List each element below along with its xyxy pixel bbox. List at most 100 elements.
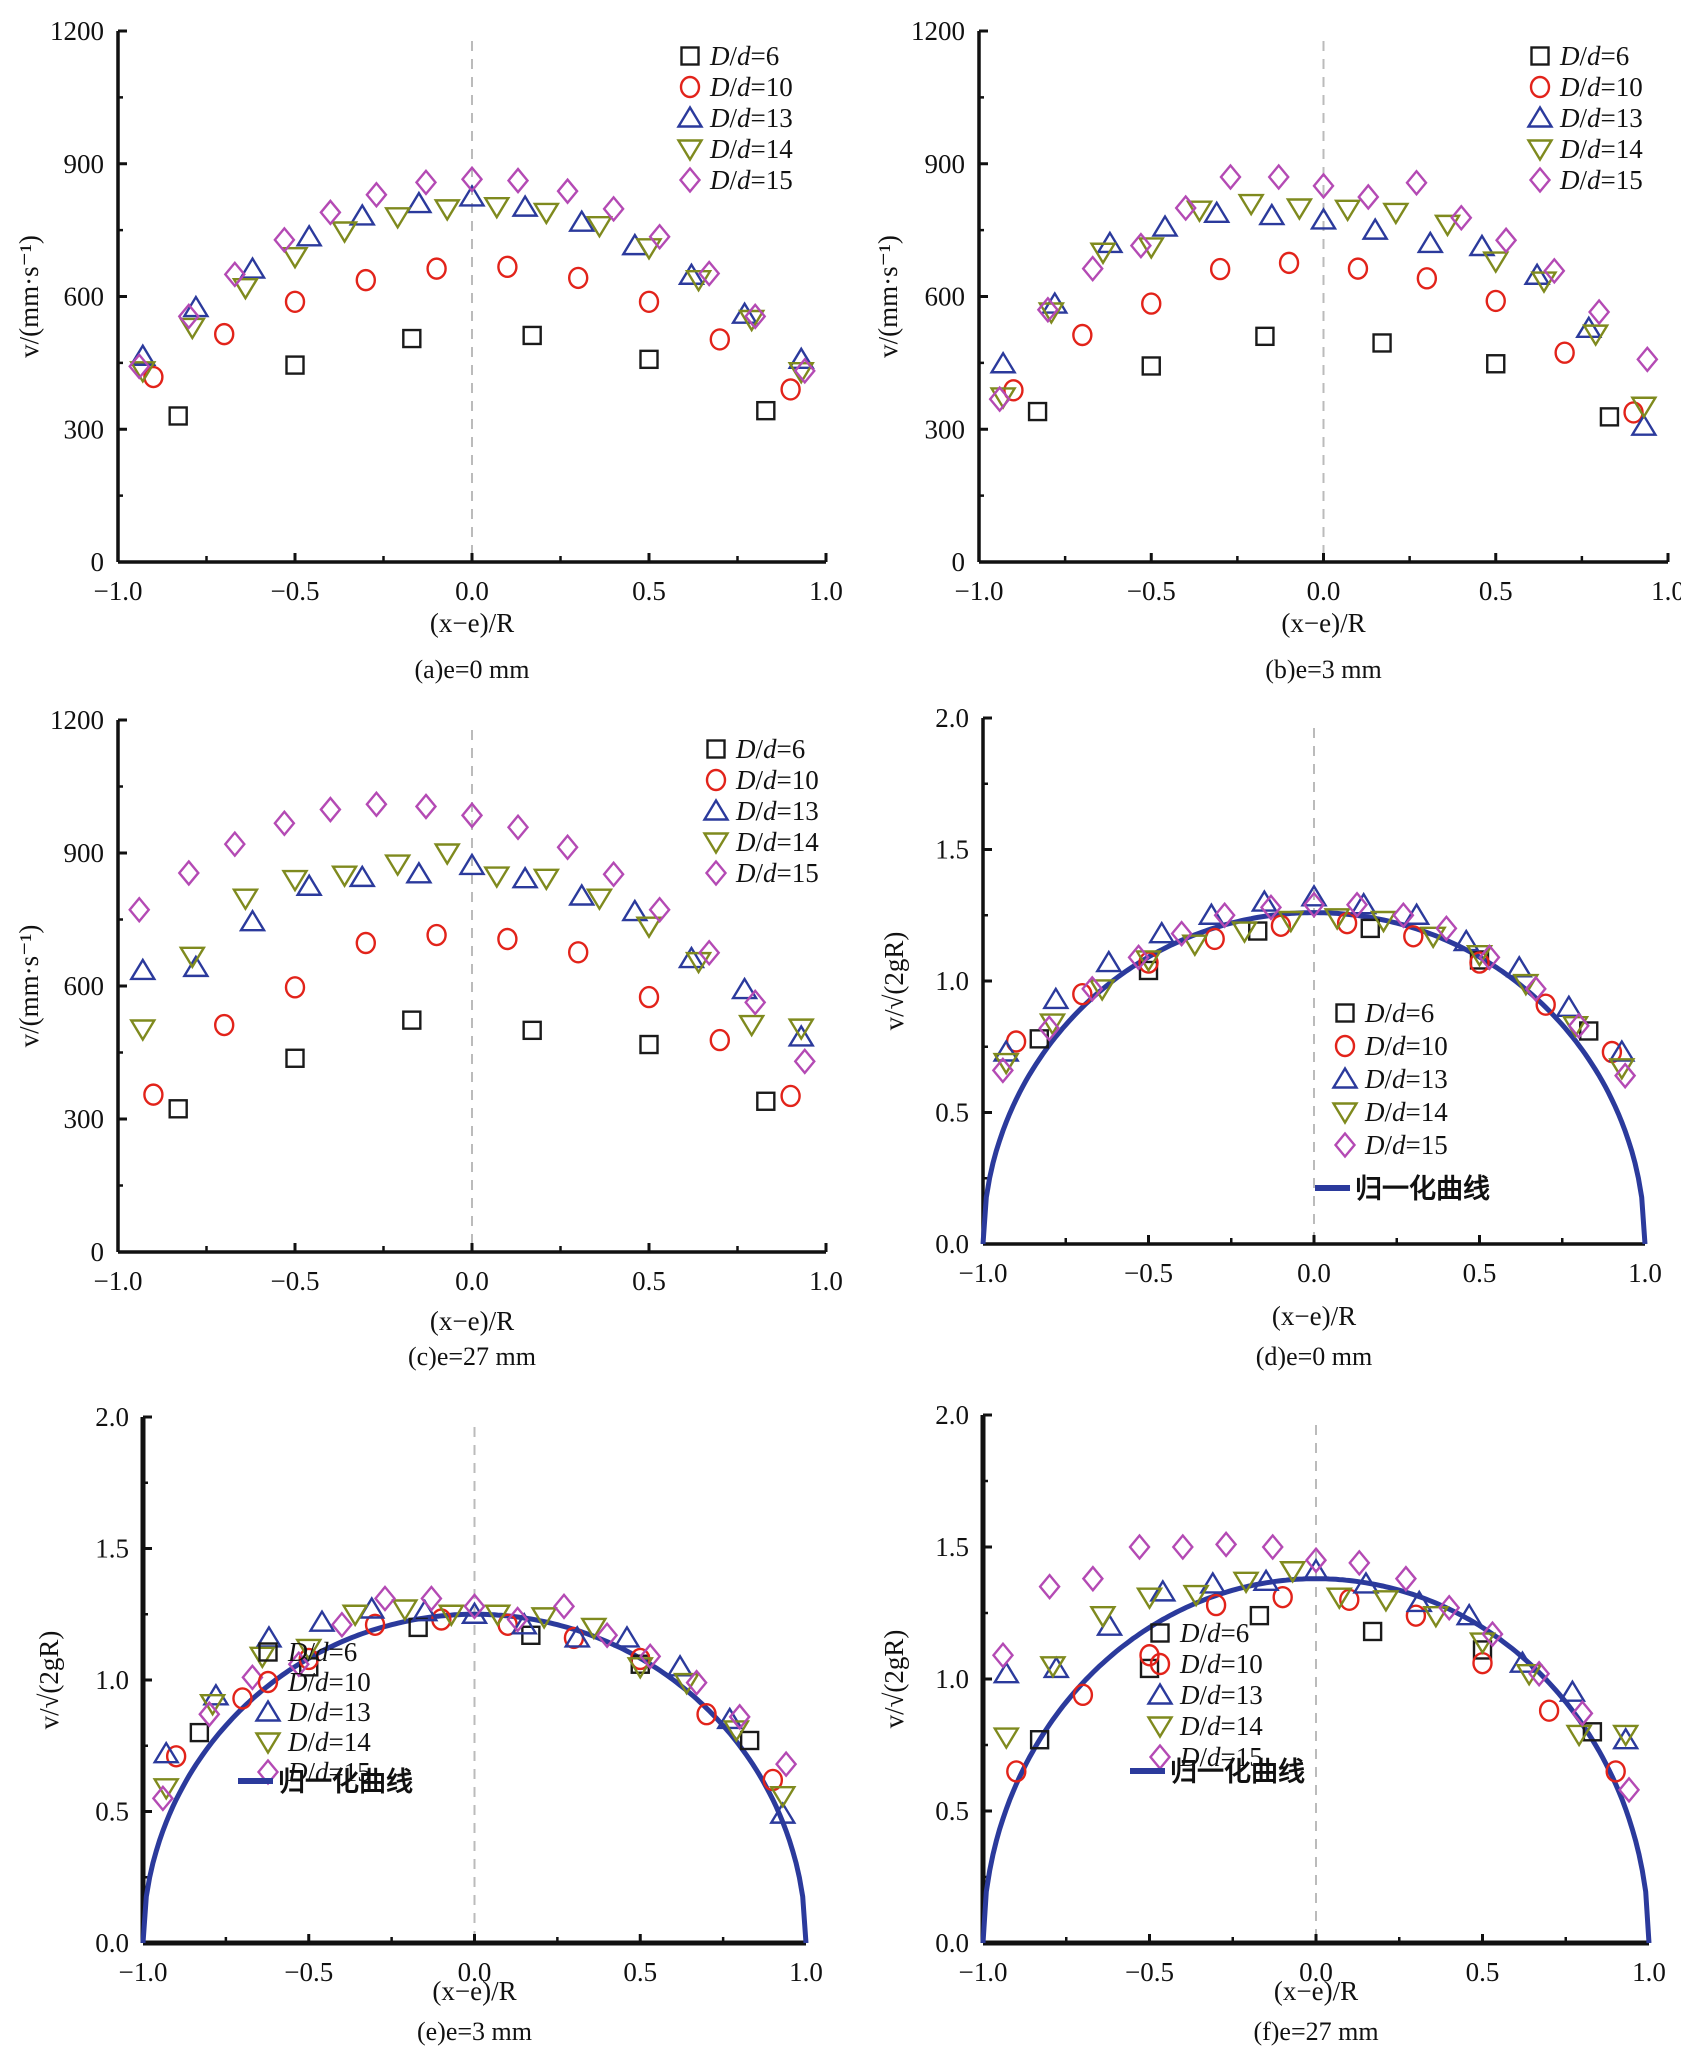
legend-marker [258, 1642, 278, 1662]
series-dd-10 [1003, 251, 1644, 424]
data-point [1081, 1565, 1104, 1593]
data-point [1360, 918, 1380, 939]
data-point [1250, 889, 1278, 912]
data-point [585, 215, 614, 239]
data-point [563, 1625, 591, 1648]
legend-label: D/d=14 [735, 827, 819, 857]
data-point [355, 931, 376, 955]
data-point [1237, 193, 1265, 217]
data-point [769, 1786, 797, 1809]
data-point [1515, 1664, 1543, 1687]
data-point [1128, 1533, 1151, 1561]
series-dd-13 [989, 200, 1658, 436]
series-dd-13 [129, 184, 815, 370]
y-tick-label: 0.5 [935, 1796, 969, 1826]
x-tick-label: 1.0 [1632, 1957, 1666, 1987]
x-axis-label: (x−e)/R [432, 1976, 516, 2006]
data-point [1027, 401, 1048, 422]
data-point [1422, 1605, 1450, 1629]
data-point [744, 989, 767, 1016]
legend-label: D/d=6 [709, 41, 779, 71]
data-point [648, 223, 671, 251]
y-tick-label: 0.5 [935, 1098, 969, 1128]
data-point [709, 1028, 730, 1052]
data-point [626, 1657, 654, 1680]
data-point [1468, 233, 1496, 257]
x-tick-label: −0.5 [1125, 1957, 1174, 1987]
data-point [780, 378, 801, 401]
data-point [284, 290, 306, 314]
series-dd-10 [1006, 1585, 1626, 1783]
data-point [532, 868, 560, 892]
series-dd-15 [128, 790, 816, 1075]
data-point [1455, 1602, 1483, 1626]
series-dd-15 [991, 1530, 1641, 1804]
data-point [152, 1740, 180, 1764]
legend-label: D/d=13 [1559, 103, 1643, 133]
data-point [1300, 884, 1328, 907]
panel-caption: (d)e=0 mm [1256, 1342, 1372, 1371]
data-point [532, 202, 560, 226]
legend-marker [254, 1699, 282, 1722]
x-tick-label: 0.5 [1463, 1258, 1497, 1288]
data-point [1438, 1594, 1461, 1622]
data-point [281, 246, 309, 270]
data-point [1433, 214, 1462, 238]
data-point [1039, 1656, 1067, 1679]
data-point [1605, 1760, 1626, 1783]
data-point [602, 195, 625, 223]
data-point [178, 317, 206, 341]
data-point [1405, 1589, 1433, 1613]
data-point [1135, 1587, 1164, 1610]
data-point [780, 1084, 801, 1108]
data-point [355, 268, 376, 292]
legend-marker [1526, 105, 1554, 128]
panel-caption: (b)e=3 mm [1265, 655, 1381, 684]
data-point [1134, 950, 1163, 973]
data-point [178, 946, 206, 970]
legend-marker [678, 166, 702, 194]
data-point [168, 406, 188, 426]
legend: D/d=6D/d=10D/d=13D/d=14D/d=15 [702, 734, 819, 888]
data-point [1361, 217, 1389, 240]
data-point [506, 167, 530, 194]
data-point [1081, 255, 1104, 283]
data-point [1006, 1760, 1027, 1783]
data-point [238, 256, 267, 279]
data-point [1524, 975, 1547, 1003]
data-point [1486, 354, 1506, 374]
legend-marker [1528, 166, 1552, 194]
data-point [787, 1018, 815, 1041]
data-point [129, 343, 157, 366]
x-tick-label: −1.0 [94, 576, 143, 606]
data-point [1403, 925, 1424, 948]
data-point [991, 1057, 1014, 1084]
panel-c: 0 300 600 900 1200 −1.0 −0.5 0.0 0.5 1.0 (x−e)/R v/… [14, 705, 843, 1371]
y-tick-label: 0 [91, 547, 105, 577]
data-point [458, 184, 486, 207]
data-point [128, 353, 151, 380]
data-point [510, 1611, 538, 1635]
legend-marker [257, 1670, 279, 1694]
data-point [414, 168, 438, 196]
data-point [1588, 298, 1611, 326]
data-point [709, 328, 730, 351]
x-axis-label: (x−e)/R [1274, 1976, 1358, 2006]
legend-label: D/d=13 [287, 1697, 371, 1727]
data-point [635, 238, 663, 261]
data-point [255, 1625, 283, 1648]
legend-marker [1331, 1066, 1359, 1089]
series-dd-15 [988, 163, 1659, 413]
legend-marker [1146, 1716, 1174, 1739]
data-point [330, 221, 359, 244]
x-tick-label: 1.0 [809, 1266, 843, 1296]
data-point [426, 257, 447, 280]
y-axis-label: v/(mm·s⁻¹) [14, 925, 44, 1048]
normalized-fit-curve [980, 1576, 1652, 1944]
y-tick-label: 1.5 [935, 835, 969, 865]
data-point [248, 1646, 276, 1670]
data-point [1416, 230, 1444, 254]
